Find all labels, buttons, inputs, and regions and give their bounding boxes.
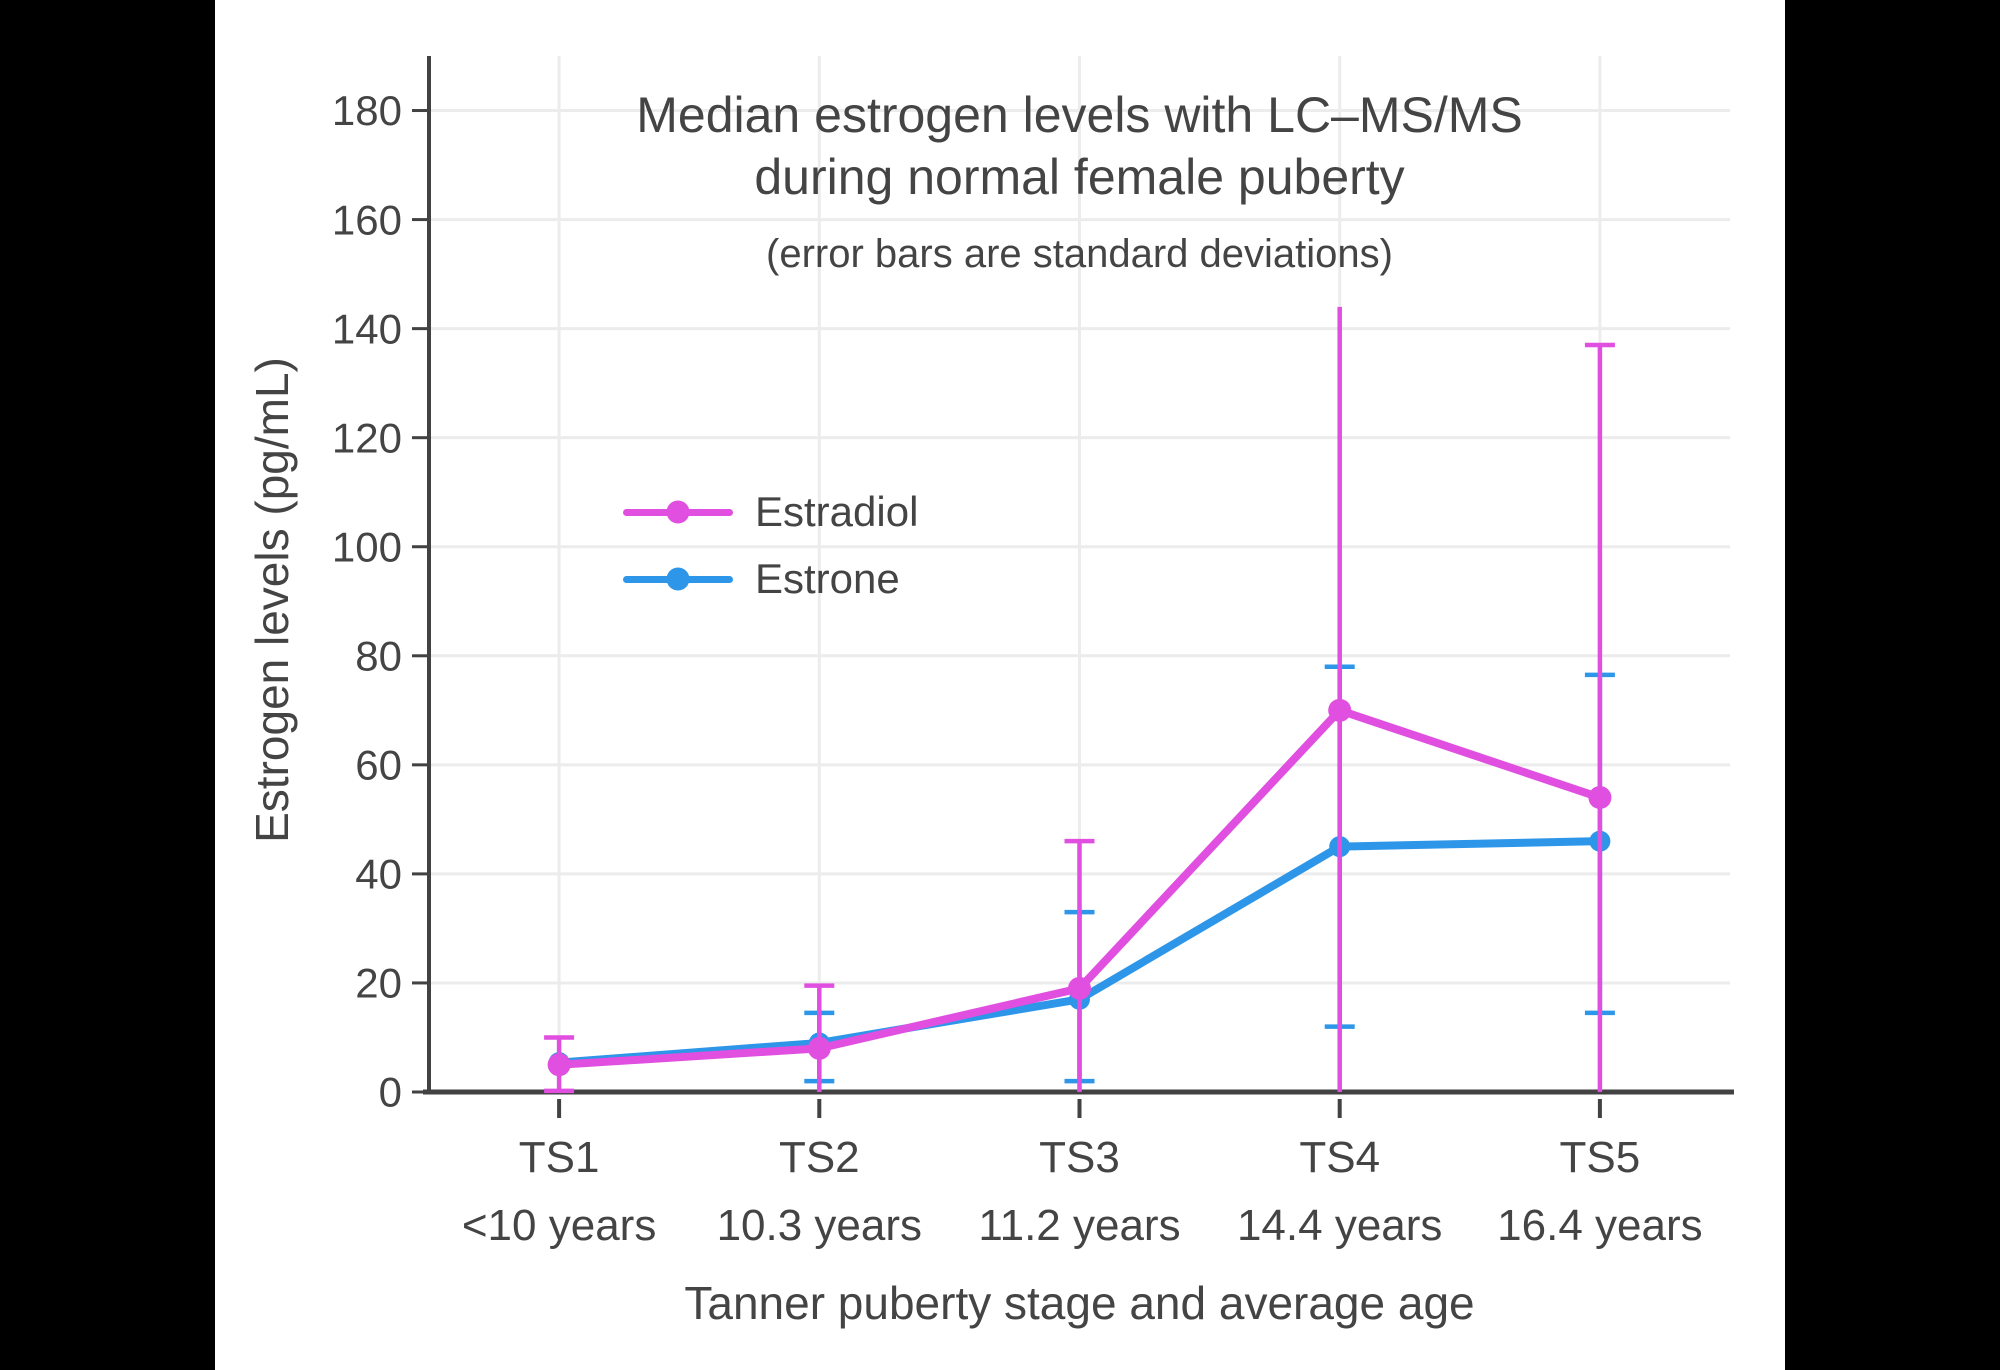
legend-item-estrone[interactable]: Estrone [623, 555, 918, 602]
x-tick-age-label-ts2: 10.3 years [717, 1201, 922, 1250]
letterbox-right [1785, 0, 2000, 1370]
chart-title-line1: Median estrogen levels with LC–MS/MS [636, 87, 1523, 143]
estrone-marker-dot [666, 567, 690, 591]
letterbox-left [0, 0, 215, 1370]
y-tick-label-160: 160 [332, 196, 402, 243]
data-point-estradiol-ts5 [1588, 786, 1612, 810]
legend: Estradiol Estrone [623, 488, 919, 623]
x-tick-stage-label-ts4: TS4 [1299, 1133, 1380, 1182]
y-tick-label-20: 20 [355, 960, 402, 1007]
x-tick-age-label-ts5: 16.4 years [1497, 1201, 1702, 1250]
y-tick-label-120: 120 [332, 414, 402, 461]
y-tick-label-140: 140 [332, 305, 402, 352]
legend-item-estradiol[interactable]: Estradiol [623, 488, 919, 535]
chart-title-line2: during normal female puberty [754, 149, 1405, 205]
x-axis-title: Tanner puberty stage and average age [684, 1277, 1475, 1329]
y-tick-label-40: 40 [355, 851, 402, 898]
x-tick-age-label-ts4: 14.4 years [1237, 1201, 1442, 1250]
x-tick-stage-label-ts3: TS3 [1039, 1133, 1120, 1182]
x-tick-age-label-ts3: 11.2 years [978, 1201, 1180, 1250]
estrogen-levels-chart: 0 20 40 60 80 100 120 140 160 180 TS1 <10 years TS2 1… [215, 0, 1785, 1370]
y-tick-label-60: 60 [355, 742, 402, 789]
data-point-estradiol-ts3 [1068, 976, 1091, 1000]
estradiol-marker-dot [666, 500, 690, 524]
x-tick-stage-label-ts5: TS5 [1560, 1133, 1641, 1182]
legend-label-estradiol: Estradiol [755, 488, 919, 535]
y-tick-label-100: 100 [332, 523, 402, 570]
data-point-estradiol-ts1 [547, 1053, 571, 1077]
x-tick-stage-label-ts1: TS1 [519, 1133, 600, 1182]
legend-label-estrone: Estrone [755, 555, 900, 602]
chart-title: Median estrogen levels with LC–MS/MS dur… [429, 84, 1730, 208]
estradiol-line-swatch [623, 500, 733, 524]
y-tick-label-180: 180 [332, 87, 402, 134]
x-tick-age-label-ts1: <10 years [462, 1201, 656, 1250]
data-point-estradiol-ts4 [1328, 698, 1352, 722]
y-tick-label-0: 0 [379, 1069, 402, 1116]
x-tick-stage-label-ts2: TS2 [779, 1133, 860, 1182]
y-tick-label-80: 80 [355, 632, 402, 679]
y-axis-title: Estrogen levels (pg/mL) [246, 357, 298, 843]
chart-subtitle: (error bars are standard deviations) [766, 232, 1393, 276]
data-point-estradiol-ts2 [807, 1036, 831, 1060]
estrone-line-swatch [623, 567, 733, 591]
chart-plot-area: 0 20 40 60 80 100 120 140 160 180 TS1 <10 years TS2 1… [332, 56, 1734, 1250]
